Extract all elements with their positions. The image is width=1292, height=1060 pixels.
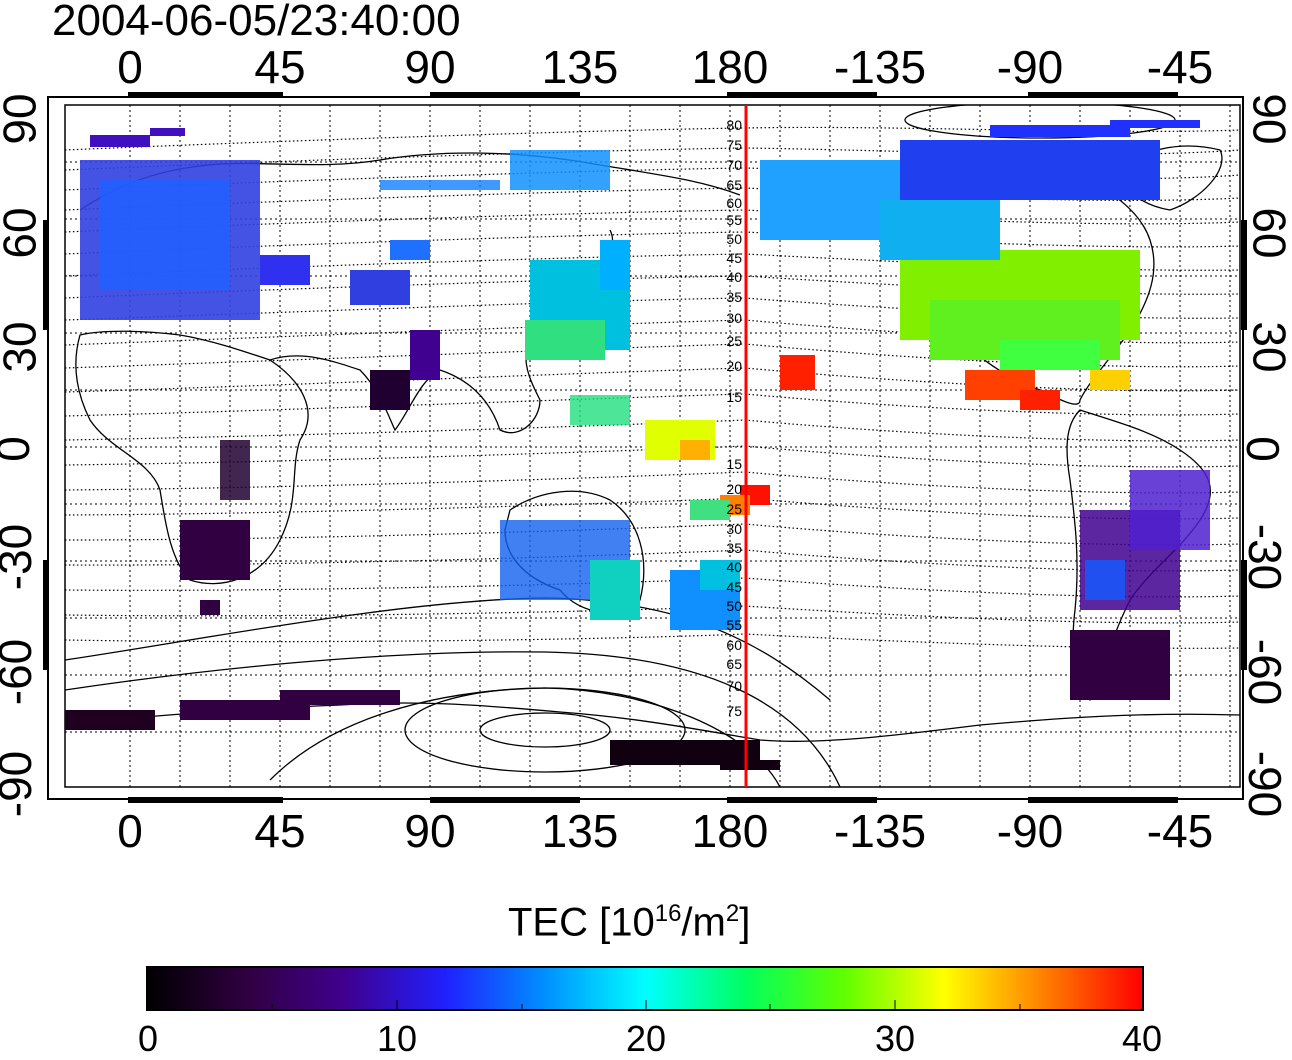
map-frame — [64, 104, 1241, 788]
x-tick-top: -45 — [1146, 41, 1214, 93]
timestamp-title: 2004-06-05/23:40:00 — [52, 0, 461, 45]
contour-label: 60 — [726, 195, 742, 211]
y-tick-right: -90 — [1239, 750, 1292, 818]
x-tick-bottom: -135 — [833, 805, 927, 857]
x-tick-top: 135 — [541, 41, 619, 93]
x-tick-top: 45 — [254, 41, 306, 93]
x-tick-top: 90 — [404, 41, 456, 93]
contour-label: 55 — [726, 212, 742, 228]
y-tick-right: 60 — [1243, 207, 1292, 259]
contour-label: 65 — [726, 177, 742, 193]
x-tick-bottom: -45 — [1146, 805, 1214, 857]
x-tick-bottom: 0 — [117, 805, 143, 857]
outer-frame — [47, 96, 1244, 800]
contour-label: 30 — [726, 310, 742, 326]
contour-label: 75 — [726, 137, 742, 153]
y-tick-right: 90 — [1243, 93, 1292, 145]
contour-label: 45 — [726, 250, 742, 266]
x-tick-bottom: 180 — [691, 805, 769, 857]
y-tick-left: 90 — [0, 93, 46, 145]
contour-label: 55 — [726, 617, 742, 633]
x-tick-bottom: 135 — [541, 805, 619, 857]
x-tick-bottom: 45 — [254, 805, 306, 857]
frame-ticks — [43, 92, 1247, 803]
contour-label: 60 — [726, 637, 742, 653]
y-tick-right: -60 — [1239, 638, 1292, 706]
contour-label: 40 — [726, 269, 742, 285]
x-tick-top: 180 — [691, 41, 769, 93]
contour-label: 50 — [726, 231, 742, 247]
contour-label-group: 80 75 70 65 60 55 50 45 40 35 30 25 20 1… — [726, 117, 742, 719]
contour-label: 50 — [726, 598, 742, 614]
colorbar-tick: 20 — [625, 1018, 667, 1059]
x-tick-top: -135 — [833, 41, 927, 93]
colorbar-tick: 30 — [874, 1018, 916, 1059]
y-tick-right: 30 — [1243, 321, 1292, 373]
contour-label: 15 — [726, 389, 742, 405]
contour-label: 65 — [726, 656, 742, 672]
colorbar-tick: 40 — [1121, 1018, 1163, 1059]
y-tick-left: 60 — [0, 207, 46, 259]
colorbar-minor-ticks — [271, 1000, 1021, 1010]
contour-label: 40 — [726, 559, 742, 575]
y-tick-right: 0 — [1236, 436, 1289, 462]
y-tick-left: 30 — [0, 321, 46, 373]
y-tick-left: 0 — [0, 436, 40, 462]
colorbar-title: TEC [1016/m2] — [508, 900, 751, 945]
contour-label: 30 — [726, 521, 742, 537]
contour-label: 15 — [726, 456, 742, 472]
contour-label: 70 — [726, 157, 742, 173]
colorbar — [146, 966, 1144, 1011]
y-tick-left: -30 — [0, 523, 42, 591]
contour-label: 35 — [726, 540, 742, 556]
contour-label: 25 — [726, 501, 742, 517]
x-tick-top: -90 — [996, 41, 1064, 93]
contour-label: 20 — [726, 481, 742, 497]
colorbar-tick: 10 — [376, 1018, 418, 1059]
contour-label: 35 — [726, 289, 742, 305]
tec-data — [65, 120, 1210, 770]
contour-label: 25 — [726, 333, 742, 349]
y-tick-right: -30 — [1239, 523, 1292, 591]
contour-label: 70 — [726, 678, 742, 694]
x-tick-bottom: 90 — [404, 805, 456, 857]
y-tick-left: -90 — [0, 750, 42, 818]
contour-label: 75 — [726, 703, 742, 719]
contour-label: 20 — [726, 358, 742, 374]
contour-label: 80 — [726, 117, 742, 133]
contour-label: 45 — [726, 579, 742, 595]
x-tick-top: 0 — [117, 41, 143, 93]
colorbar-tick: 0 — [137, 1018, 159, 1059]
y-tick-left: -60 — [0, 638, 42, 706]
x-tick-bottom: -90 — [996, 805, 1064, 857]
